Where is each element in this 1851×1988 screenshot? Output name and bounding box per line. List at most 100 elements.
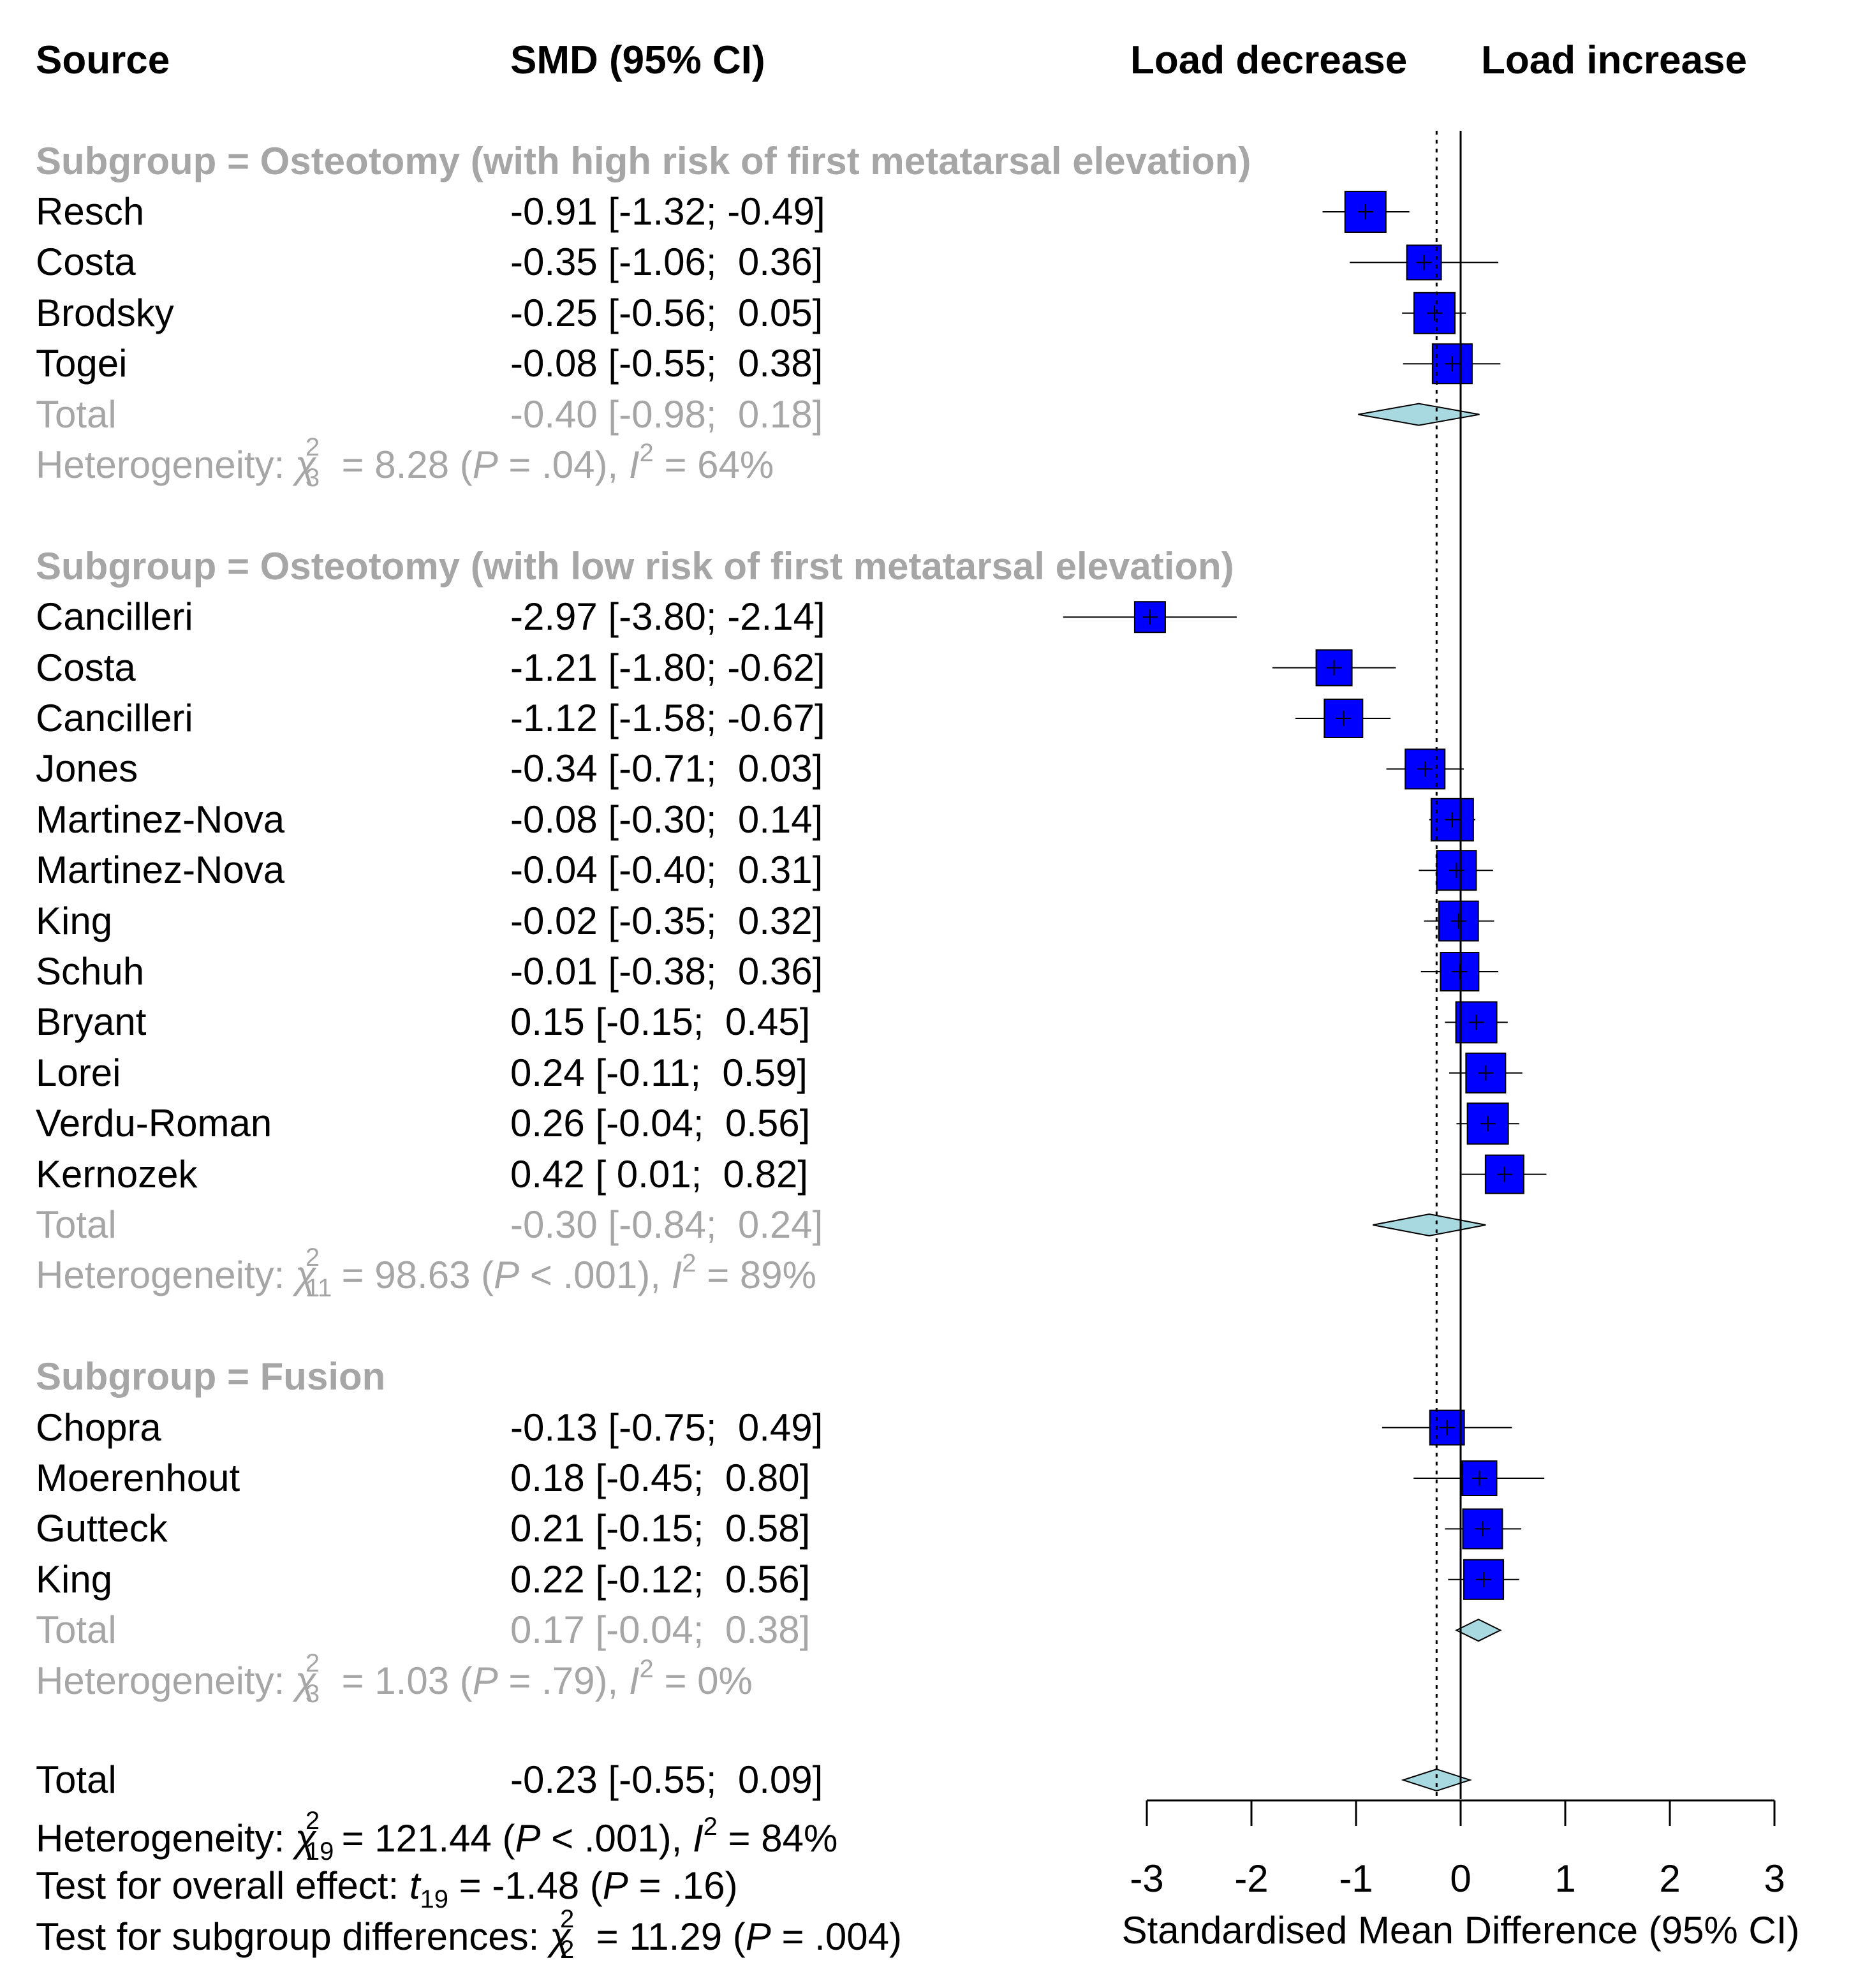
study-smd: -0.13 [-0.75; 0.49] bbox=[510, 1406, 823, 1449]
overall-effect-line: Test for overall effect: t19 = -1.48 (P … bbox=[36, 1864, 738, 1913]
study-smd: -1.12 [-1.58; -0.67] bbox=[510, 697, 825, 739]
study-smd: -0.04 [-0.40; 0.31] bbox=[510, 849, 823, 892]
x-tick-label: -1 bbox=[1339, 1857, 1373, 1900]
het-p-label: P bbox=[515, 1817, 541, 1860]
x-tick-label: 3 bbox=[1764, 1857, 1785, 1900]
subdiff-chi-value: = 11.29 ( bbox=[586, 1915, 746, 1958]
header-load-decrease: Load decrease bbox=[1130, 38, 1408, 82]
overall-total-smd: -0.23 [-0.55; 0.09] bbox=[510, 1758, 823, 1801]
het-p-label: P bbox=[494, 1254, 520, 1297]
effect-label: Test for overall effect: bbox=[36, 1864, 409, 1907]
overall-diamond bbox=[1401, 1768, 1473, 1792]
effect-p-value: = .16) bbox=[628, 1864, 738, 1907]
study-smd: -0.91 [-1.32; -0.49] bbox=[510, 190, 825, 233]
study-name: Schuh bbox=[36, 950, 145, 993]
study-name: Brodsky bbox=[36, 291, 174, 334]
het-i-label: I bbox=[628, 443, 640, 486]
study-name: Martinez-Nova bbox=[36, 797, 285, 841]
chi-square-symbol: χ 2 11 bbox=[295, 1243, 332, 1303]
het-label: Heterogeneity: bbox=[36, 1659, 295, 1702]
study-smd: -0.01 [-0.38; 0.36] bbox=[510, 950, 823, 993]
study-name: Costa bbox=[36, 241, 136, 284]
subgroup-total-label: Total bbox=[36, 1608, 117, 1652]
x-tick-label: -2 bbox=[1234, 1857, 1268, 1900]
study-smd: -0.34 [-0.71; 0.03] bbox=[510, 747, 823, 790]
overall-total-label: Total bbox=[36, 1758, 117, 1801]
study-name: Verdu-Roman bbox=[36, 1102, 272, 1145]
het-p-label: P bbox=[472, 443, 498, 486]
het-p-value: < .001), bbox=[540, 1817, 693, 1860]
study-name: Costa bbox=[36, 646, 136, 689]
het-i-label: I bbox=[692, 1817, 704, 1860]
study-smd: 0.42 [ 0.01; 0.82] bbox=[510, 1152, 809, 1196]
study-smd: -0.08 [-0.55; 0.38] bbox=[510, 342, 823, 385]
effect-p-label: P bbox=[602, 1864, 628, 1907]
het-i-value: = 0% bbox=[653, 1659, 753, 1702]
study-smd: 0.21 [-0.15; 0.58] bbox=[510, 1507, 811, 1550]
het-p-value: = .04), bbox=[498, 443, 629, 486]
het-chi-value: = 121.44 ( bbox=[330, 1817, 515, 1860]
study-name: Togei bbox=[36, 342, 128, 385]
study-name: Jones bbox=[36, 747, 138, 790]
header-load-increase: Load increase bbox=[1481, 38, 1747, 82]
effect-box bbox=[1440, 952, 1480, 991]
study-smd: 0.15 [-0.15; 0.45] bbox=[510, 1000, 811, 1044]
subgroup-total-label: Total bbox=[36, 1203, 117, 1246]
study-smd: -1.21 [-1.80; -0.62] bbox=[510, 646, 825, 689]
het-label: Heterogeneity: bbox=[36, 1254, 295, 1297]
het-p-label: P bbox=[472, 1659, 498, 1702]
subgroup-total-smd: -0.40 [-0.98; 0.18] bbox=[510, 392, 823, 436]
subgroup-total-smd: 0.17 [-0.04; 0.38] bbox=[510, 1608, 811, 1652]
header-smd: SMD (95% CI) bbox=[510, 38, 765, 82]
effect-box bbox=[1405, 748, 1446, 790]
subdiff-label: Test for subgroup differences: bbox=[36, 1915, 550, 1958]
heterogeneity-line: Heterogeneity: χ 2 19 = 121.44 (P < .001),… bbox=[36, 1807, 838, 1866]
subgroup-title: Subgroup = Fusion bbox=[36, 1355, 386, 1398]
study-name: Martinez-Nova bbox=[36, 849, 285, 892]
study-name: Cancilleri bbox=[36, 595, 193, 639]
het-i-label: I bbox=[628, 1659, 640, 1702]
study-name: King bbox=[36, 899, 113, 942]
study-smd: 0.22 [-0.12; 0.56] bbox=[510, 1557, 811, 1601]
het-i-sup: 2 bbox=[682, 1249, 697, 1278]
subgroup-total-diamond bbox=[1455, 1619, 1502, 1642]
study-smd: -2.97 [-3.80; -2.14] bbox=[510, 595, 825, 639]
study-name: Cancilleri bbox=[36, 697, 193, 739]
study-name: Kernozek bbox=[36, 1152, 198, 1196]
het-i-value: = 89% bbox=[696, 1254, 816, 1297]
chi-square-symbol: χ 2 19 bbox=[295, 1807, 334, 1866]
subdiff-p-label: P bbox=[745, 1915, 771, 1958]
het-chi-value: = 8.28 ( bbox=[330, 443, 473, 486]
study-smd: -0.02 [-0.35; 0.32] bbox=[510, 899, 823, 942]
het-label: Heterogeneity: bbox=[36, 1817, 295, 1860]
subgroup-title: Subgroup = Osteotomy (with high risk of … bbox=[36, 139, 1251, 182]
heterogeneity-line: Heterogeneity: χ 2 11 = 98.63 (P < .001), … bbox=[36, 1243, 816, 1303]
subgroup-title: Subgroup = Osteotomy (with low risk of f… bbox=[36, 544, 1234, 588]
study-smd: 0.26 [-0.04; 0.56] bbox=[510, 1102, 811, 1145]
study-name: King bbox=[36, 1557, 113, 1601]
effect-t-value: = -1.48 ( bbox=[448, 1864, 603, 1907]
study-name: Lorei bbox=[36, 1051, 121, 1094]
het-i-value: = 84% bbox=[717, 1817, 838, 1860]
study-name: Moerenhout bbox=[36, 1457, 240, 1499]
subgroup-total-label: Total bbox=[36, 392, 117, 436]
het-i-sup: 2 bbox=[639, 1654, 654, 1683]
het-i-sup: 2 bbox=[639, 439, 654, 467]
x-axis-label: Standardised Mean Difference (95% CI) bbox=[1122, 1909, 1800, 1952]
study-name: Bryant bbox=[36, 1000, 147, 1044]
subgroup-total-diamond bbox=[1358, 403, 1480, 426]
het-i-label: I bbox=[671, 1254, 682, 1297]
effect-box bbox=[1430, 797, 1474, 842]
x-tick-label: 0 bbox=[1450, 1857, 1471, 1900]
study-name: Gutteck bbox=[36, 1507, 168, 1550]
subgroup-total-diamond bbox=[1373, 1213, 1486, 1237]
subdiff-p-value: = .004) bbox=[771, 1915, 902, 1958]
study-name: Resch bbox=[36, 190, 145, 233]
effect-t-label: t bbox=[409, 1864, 420, 1907]
